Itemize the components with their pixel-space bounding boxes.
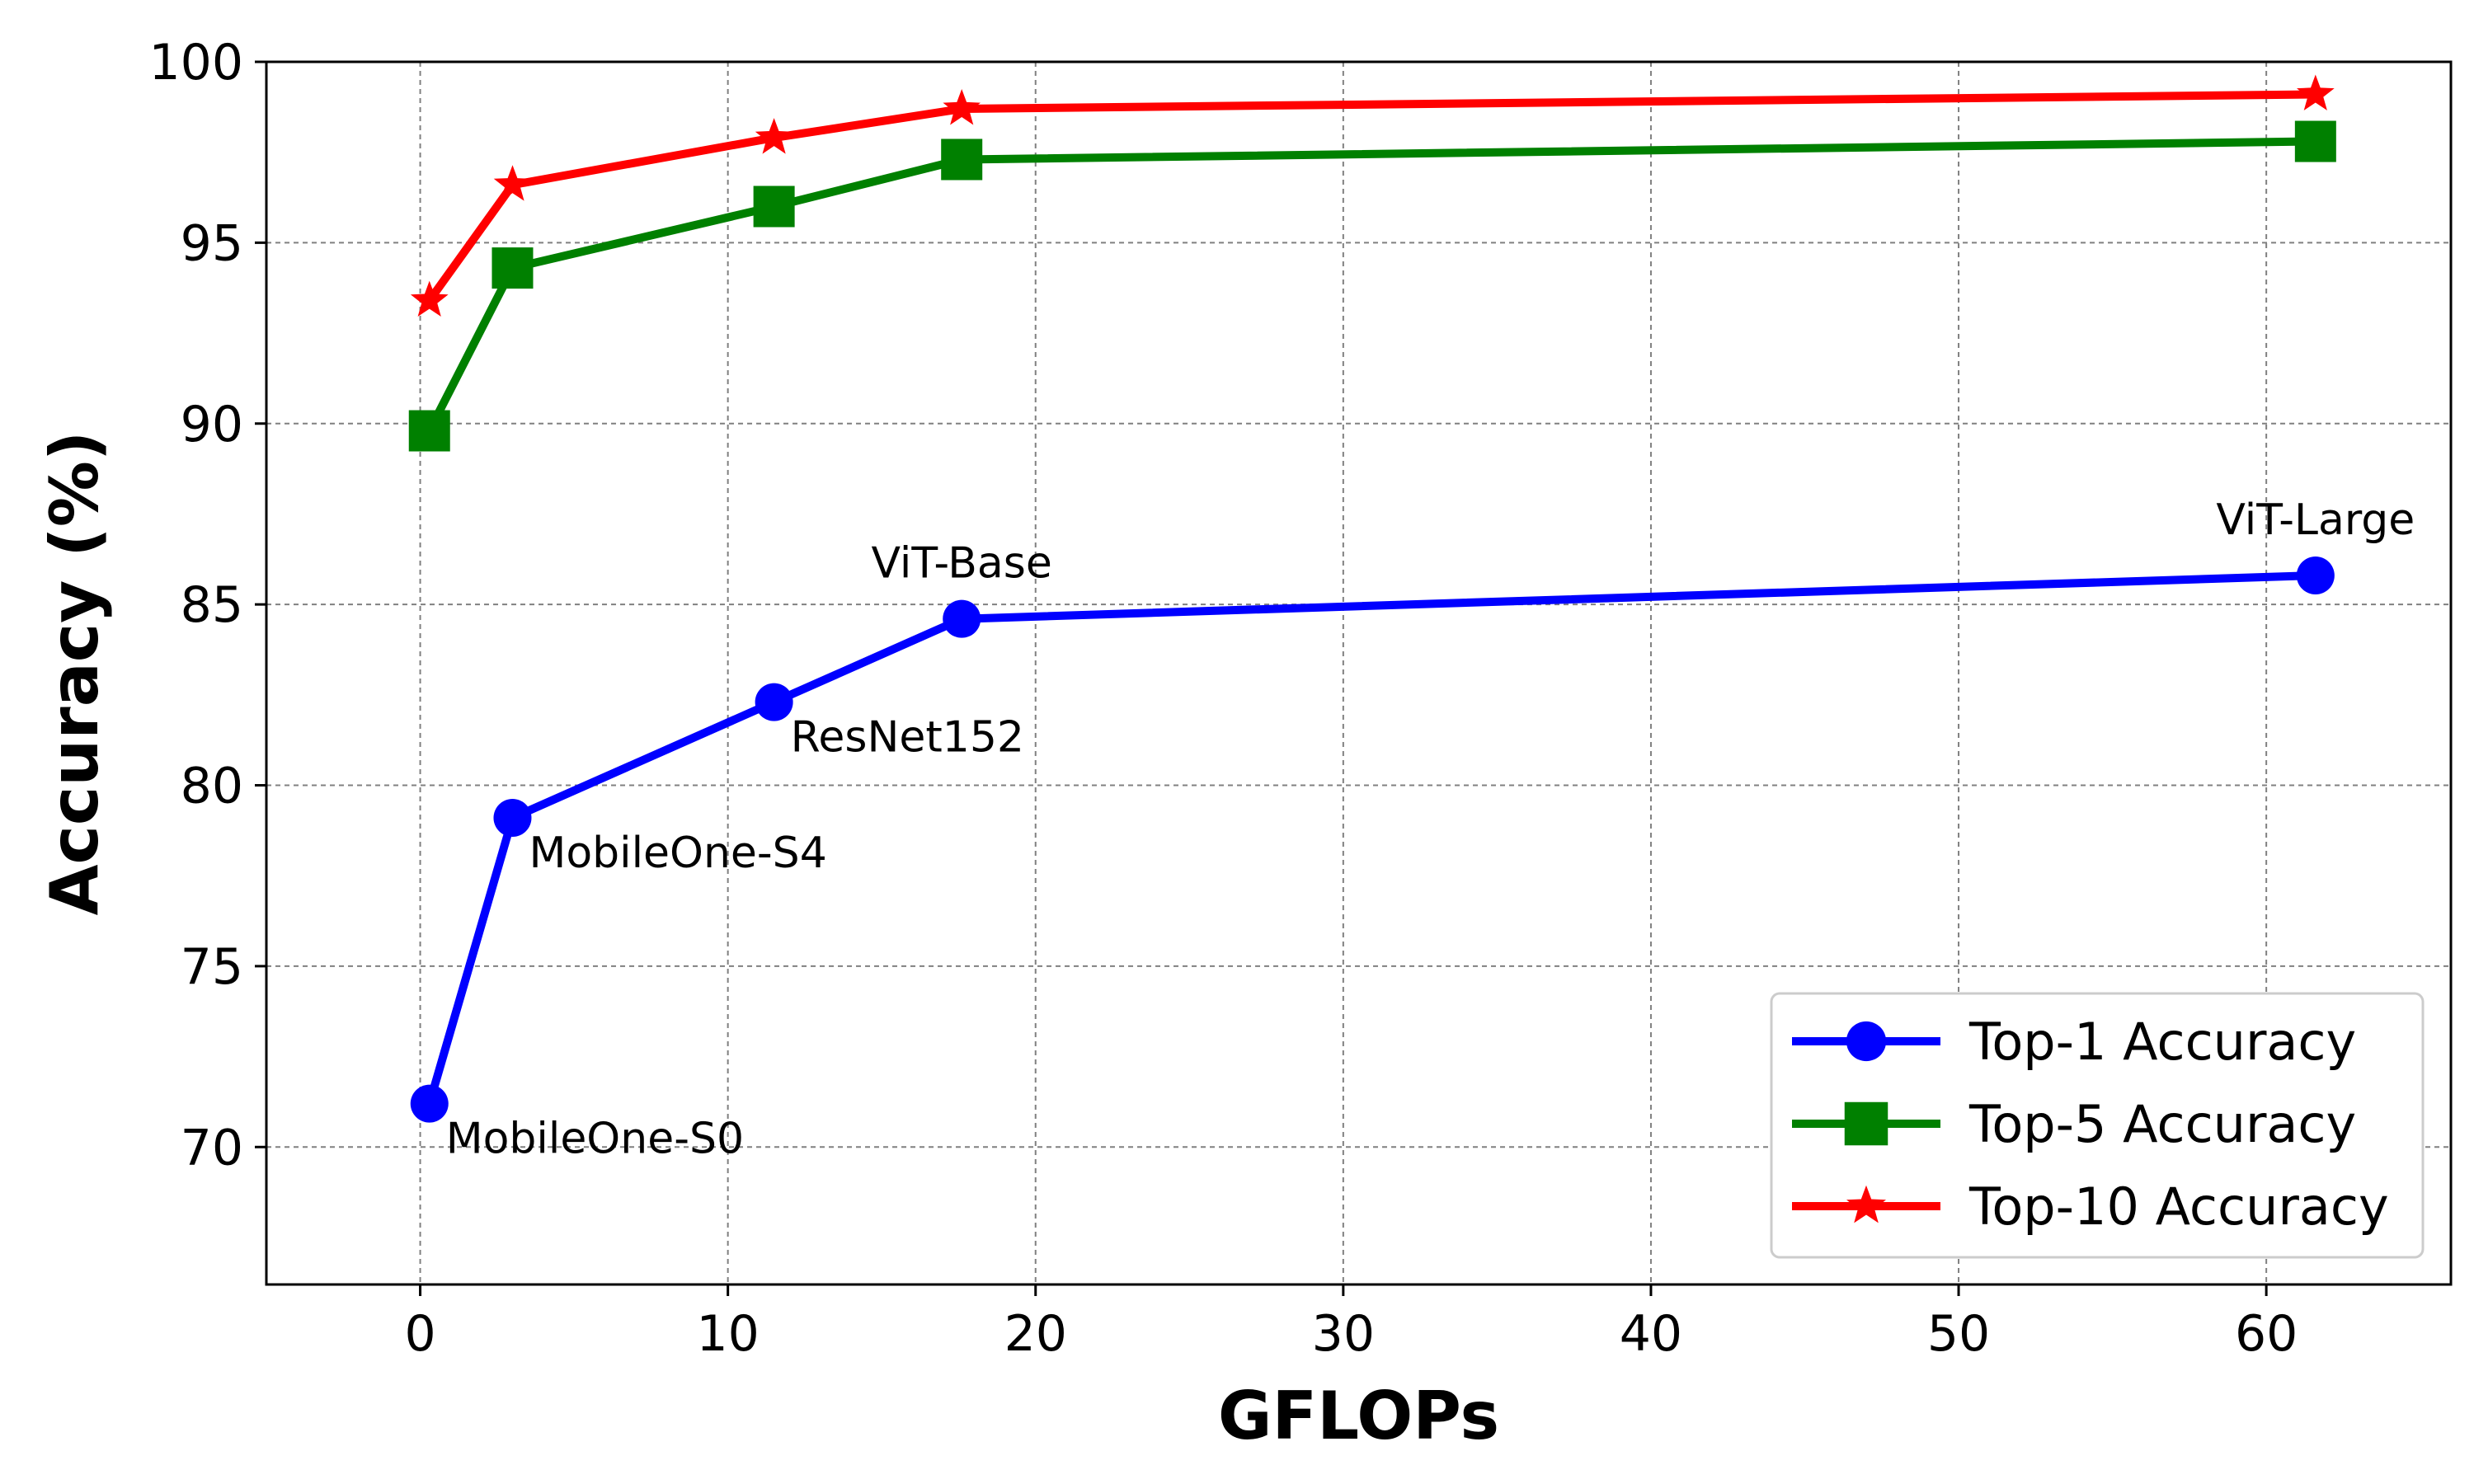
x-tick-label: 50 bbox=[1927, 1305, 1990, 1363]
series-line-1 bbox=[425, 137, 2320, 435]
y-tick-label: 90 bbox=[181, 396, 243, 453]
data-point-s0-1 bbox=[493, 799, 532, 838]
legend: Top-1 Accuracy Top-5 Accuracy Top-10 Accur… bbox=[1770, 992, 2425, 1259]
plot-frame bbox=[265, 60, 2453, 1286]
data-point-s2-2 bbox=[755, 118, 793, 154]
data-point-s0-3 bbox=[943, 599, 981, 638]
legend-marker bbox=[1846, 1021, 1887, 1062]
series-line-2 bbox=[425, 90, 2320, 305]
x-tick-label: 0 bbox=[404, 1305, 435, 1363]
y-tick-label: 85 bbox=[181, 576, 243, 634]
legend-item-1: Top-5 Accuracy bbox=[1792, 1094, 2356, 1154]
y-tick-label: 70 bbox=[181, 1119, 243, 1176]
x-tick-label: 60 bbox=[2235, 1305, 2298, 1363]
x-axis-label: GFLOPs bbox=[1218, 1378, 1499, 1454]
data-point-s2-4 bbox=[2297, 74, 2335, 110]
data-point-s1-0 bbox=[408, 410, 450, 452]
legend-label: Top-5 Accuracy bbox=[1968, 1094, 2356, 1154]
data-point-s2-3 bbox=[943, 89, 981, 125]
data-point-s2-0 bbox=[410, 280, 449, 317]
series-2 bbox=[410, 74, 2335, 317]
x-tick-label: 20 bbox=[1004, 1305, 1067, 1363]
legend-marker bbox=[1844, 1101, 1888, 1146]
data-point-s0-2 bbox=[755, 683, 793, 721]
legend-marker bbox=[1846, 1185, 1886, 1223]
data-point-s1-2 bbox=[753, 186, 795, 228]
series-1 bbox=[408, 120, 2336, 452]
axis-layer: 0 10 20 30 40 50 60 70 75 80 85 90 95 100 GFLOPs Accura… bbox=[36, 34, 2453, 1454]
series-0 bbox=[410, 556, 2335, 1123]
data-point-s1-4 bbox=[2294, 120, 2336, 162]
legend-box bbox=[1770, 992, 2425, 1259]
y-tick-label: 95 bbox=[181, 214, 243, 272]
annotation-label: ResNet152 bbox=[791, 713, 1024, 763]
legend-item-2: Top-10 Accuracy bbox=[1792, 1176, 2389, 1237]
annotation-label: MobileOne-S4 bbox=[529, 829, 826, 878]
data-point-s1-1 bbox=[492, 247, 534, 289]
legend-label: Top-10 Accuracy bbox=[1968, 1176, 2389, 1237]
annotation-layer: MobileOne-S0 MobileOne-S4 ResNet152 ViT-Bas… bbox=[446, 495, 2415, 1164]
y-tick-label: 80 bbox=[181, 758, 243, 815]
annotation-label: ViT-Base bbox=[871, 539, 1051, 589]
data-point-s0-4 bbox=[2296, 556, 2335, 595]
data-point-s1-3 bbox=[941, 139, 983, 181]
data-point-s2-1 bbox=[493, 165, 532, 201]
legend-label: Top-1 Accuracy bbox=[1968, 1012, 2356, 1072]
x-tick-label: 30 bbox=[1312, 1305, 1375, 1363]
y-tick-label: 100 bbox=[148, 34, 243, 92]
data-point-s0-0 bbox=[410, 1084, 449, 1123]
y-axis-label: Accuracy (%) bbox=[36, 431, 113, 916]
annotation-label: MobileOne-S0 bbox=[446, 1115, 744, 1164]
annotation-label: ViT-Large bbox=[2216, 495, 2415, 545]
x-tick-label: 10 bbox=[696, 1305, 759, 1363]
y-tick-label: 75 bbox=[181, 938, 243, 996]
series-layer bbox=[408, 74, 2336, 1123]
x-tick-label: 40 bbox=[1620, 1305, 1682, 1363]
legend-item-0: Top-1 Accuracy bbox=[1792, 1012, 2356, 1072]
